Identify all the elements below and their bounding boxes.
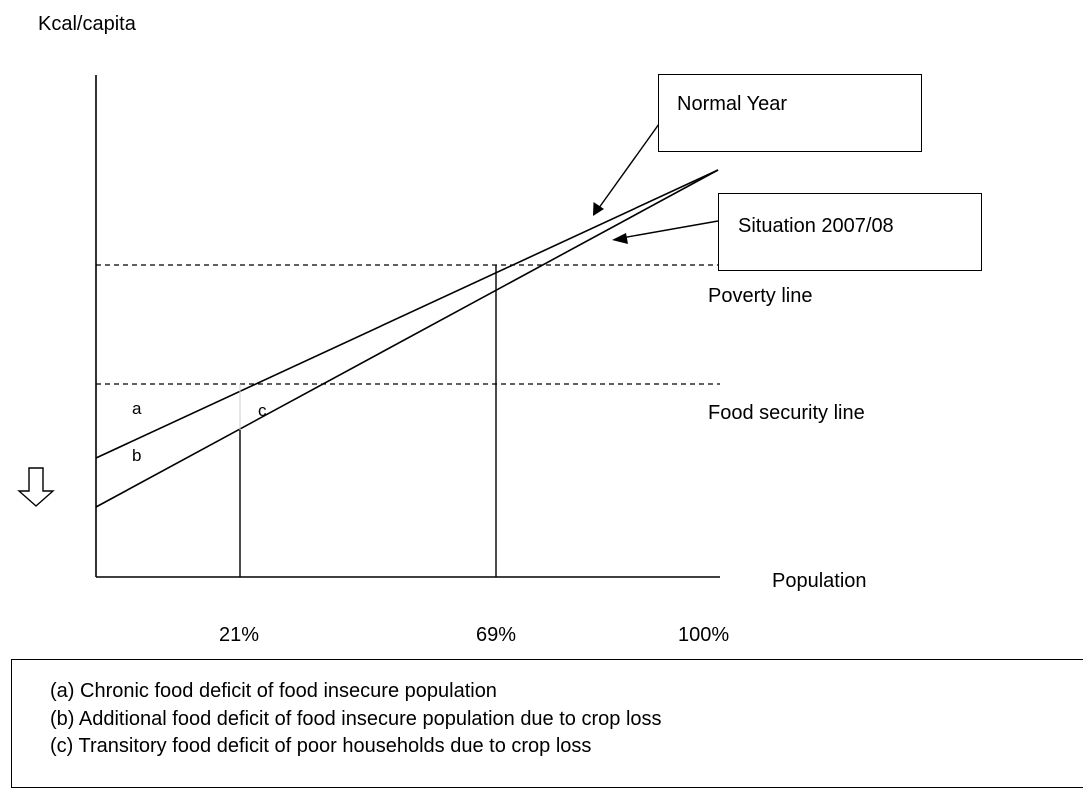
tick-69-percent: 69% <box>476 624 517 646</box>
region-c-label: c <box>258 401 267 420</box>
food-security-line-label: Food security line <box>708 402 865 424</box>
region-a-label: a <box>132 399 142 418</box>
poverty-line-label: Poverty line <box>708 285 813 307</box>
situation-callout: Situation 2007/08 <box>718 193 982 271</box>
situation-callout-text: Situation 2007/08 <box>738 215 894 237</box>
normal-year-arrowhead <box>593 202 604 216</box>
y-axis-label: Kcal/capita <box>38 13 136 35</box>
situation-pointer <box>615 220 719 240</box>
legend-box: (a) Chronic food deficit of food insecur… <box>11 659 1083 788</box>
normal-year-line <box>95 169 719 459</box>
situation-2007-08-line <box>95 169 719 508</box>
situation-arrowhead <box>612 233 628 244</box>
region-b-label: b <box>132 446 142 465</box>
normal-year-callout-text: Normal Year <box>677 93 788 115</box>
tick-21-percent: 21% <box>219 624 260 646</box>
legend-item-c: (c) Transitory food deficit of poor hous… <box>50 735 592 757</box>
x-axis-label: Population <box>772 570 867 592</box>
tick-100-percent: 100% <box>678 624 730 646</box>
legend-item-b: (b) Additional food deficit of food inse… <box>50 708 662 730</box>
legend-item-a: (a) Chronic food deficit of food insecur… <box>50 680 497 702</box>
down-arrow-icon <box>17 467 55 507</box>
normal-year-pointer <box>595 123 660 213</box>
normal-year-callout: Normal Year <box>658 74 922 152</box>
